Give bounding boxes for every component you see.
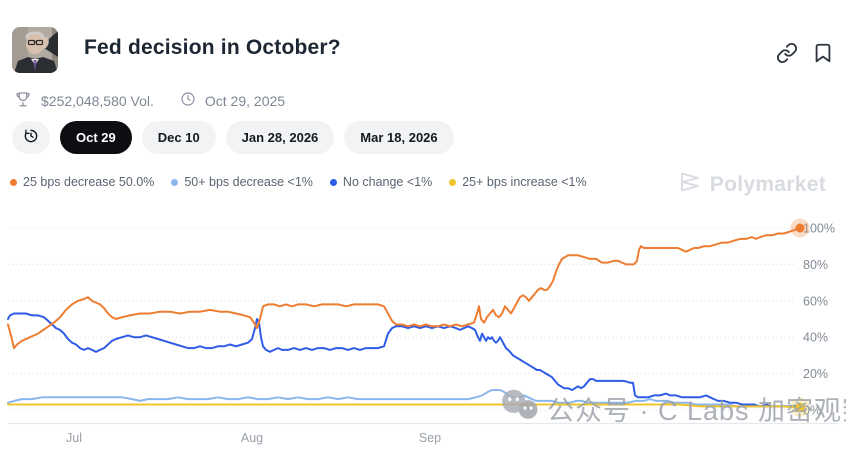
wechat-icon: [500, 388, 540, 429]
volume-value: $252,048,580 Vol.: [41, 92, 154, 109]
powell-portrait-image: [12, 27, 58, 73]
history-toggle-button[interactable]: [12, 121, 50, 154]
stats-row: $252,048,580 Vol. Oct 29, 2025: [14, 90, 285, 111]
svg-text:Sep: Sep: [419, 431, 441, 445]
history-clock-icon: [22, 127, 40, 148]
tab-dec-10[interactable]: Dec 10: [141, 121, 216, 154]
legend-label: 25 bps decrease 50.0%: [23, 175, 155, 189]
svg-text:100%: 100%: [803, 222, 835, 236]
svg-text:20%: 20%: [803, 367, 828, 381]
svg-text:Aug: Aug: [241, 431, 263, 445]
market-avatar: [12, 27, 58, 73]
legend-dot-icon: [10, 178, 17, 186]
legend-dot-icon: [449, 178, 457, 186]
legend-label: 50+ bps decrease <1%: [184, 175, 313, 189]
copy-link-icon[interactable]: [776, 42, 798, 64]
polymarket-wordmark: Polymarket: [709, 173, 826, 196]
chart-legend: 25 bps decrease 50.0% 50+ bps decrease <1…: [10, 175, 587, 189]
bookmark-icon[interactable]: [812, 42, 834, 64]
svg-text:60%: 60%: [803, 294, 828, 308]
legend-dot-icon: [329, 178, 337, 186]
trophy-icon: [14, 90, 32, 111]
clock-icon: [180, 91, 196, 110]
date-tabs: Oct 29 Dec 10 Jan 28, 2026 Mar 18, 2026: [12, 121, 454, 154]
svg-text:40%: 40%: [803, 331, 828, 345]
tab-mar-18-2026[interactable]: Mar 18, 2026: [344, 121, 454, 154]
polymarket-watermark: Polymarket: [678, 170, 826, 200]
polymarket-logo-icon: [678, 170, 702, 200]
legend-label: No change <1%: [342, 175, 433, 189]
legend-item[interactable]: 25+ bps increase <1%: [449, 175, 587, 189]
tab-oct-29[interactable]: Oct 29: [60, 121, 132, 154]
wechat-watermark-text: 公众号 · C Labs 加密观察: [547, 396, 846, 426]
tab-jan-28-2026[interactable]: Jan 28, 2026: [225, 121, 335, 154]
wechat-watermark: 公众号 · C Labs 加密观察: [500, 388, 846, 429]
legend-item[interactable]: 25 bps decrease 50.0%: [10, 175, 154, 189]
legend-item[interactable]: 50+ bps decrease <1%: [171, 175, 313, 189]
legend-item[interactable]: No change <1%: [329, 175, 433, 189]
svg-text:Jul: Jul: [66, 431, 82, 445]
legend-dot-icon: [171, 178, 179, 186]
legend-label: 25+ bps increase <1%: [462, 175, 587, 189]
end-date: Oct 29, 2025: [204, 92, 286, 109]
page-title: Fed decision in October?: [84, 36, 341, 59]
svg-text:80%: 80%: [803, 258, 828, 272]
